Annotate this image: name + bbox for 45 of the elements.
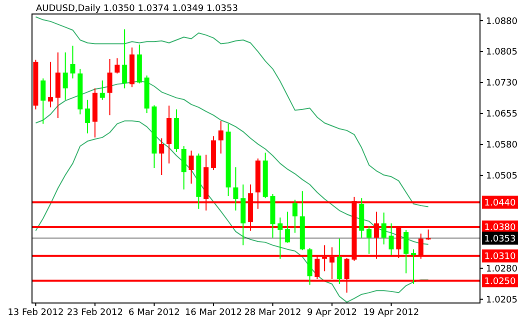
y-tick-label: 1.0580 [486, 140, 518, 151]
ref-line-label: 1.0310 [484, 252, 516, 262]
y-tick-label: 1.0730 [486, 78, 518, 89]
line-series [35, 16, 429, 208]
candlestick [159, 138, 164, 176]
x-tick-label: 16 Mar 2012 [184, 308, 242, 318]
y-tick-label: 1.0655 [486, 110, 518, 120]
candlestick [218, 120, 224, 154]
candlestick [381, 212, 386, 245]
candlestick [122, 28, 128, 89]
x-tick-label: 23 Feb 2012 [66, 308, 123, 318]
ref-line-label: 1.0250 [484, 276, 516, 287]
x-tick-label: 28 Mar 2012 [244, 308, 302, 318]
candlestick [100, 80, 105, 100]
candlestick [40, 78, 46, 124]
candlestick [285, 211, 290, 244]
ref-line-label: 1.0353 [484, 234, 516, 244]
x-tick-label: 6 Mar 2012 [128, 308, 180, 318]
candlestick [292, 199, 298, 234]
candlestick [85, 99, 90, 134]
candlestick [233, 166, 238, 212]
candlestick [62, 52, 68, 100]
candlestick [70, 45, 76, 79]
candlestick [278, 217, 283, 260]
candlestick [388, 222, 394, 256]
candlestick [114, 58, 120, 74]
candlestick [404, 229, 409, 274]
candlestick [366, 226, 372, 254]
candlestick [48, 61, 54, 108]
candlestick [107, 58, 112, 116]
candlestick [188, 150, 194, 184]
y-tick-label: 1.0280 [486, 264, 518, 274]
y-tick-label: 1.0505 [486, 172, 518, 182]
candlestick [181, 146, 186, 190]
ref-line-label: 1.0380 [484, 223, 516, 234]
candlestick [336, 238, 342, 285]
y-tick-label: 1.0805 [486, 48, 518, 58]
chart-title: AUDUSD,Daily 1.0350 1.0374 1.0349 1.0353 [36, 4, 238, 14]
x-tick-label: 9 Apr 2012 [307, 308, 357, 318]
x-tick-label: 13 Feb 2012 [8, 308, 64, 318]
x-tick-label: 19 Apr 2012 [363, 308, 420, 318]
candlestick [410, 248, 416, 285]
y-tick-label: 1.0880 [486, 16, 518, 27]
ref-line-label: 1.0440 [484, 198, 516, 208]
y-tick-label: 1.0205 [486, 295, 518, 306]
